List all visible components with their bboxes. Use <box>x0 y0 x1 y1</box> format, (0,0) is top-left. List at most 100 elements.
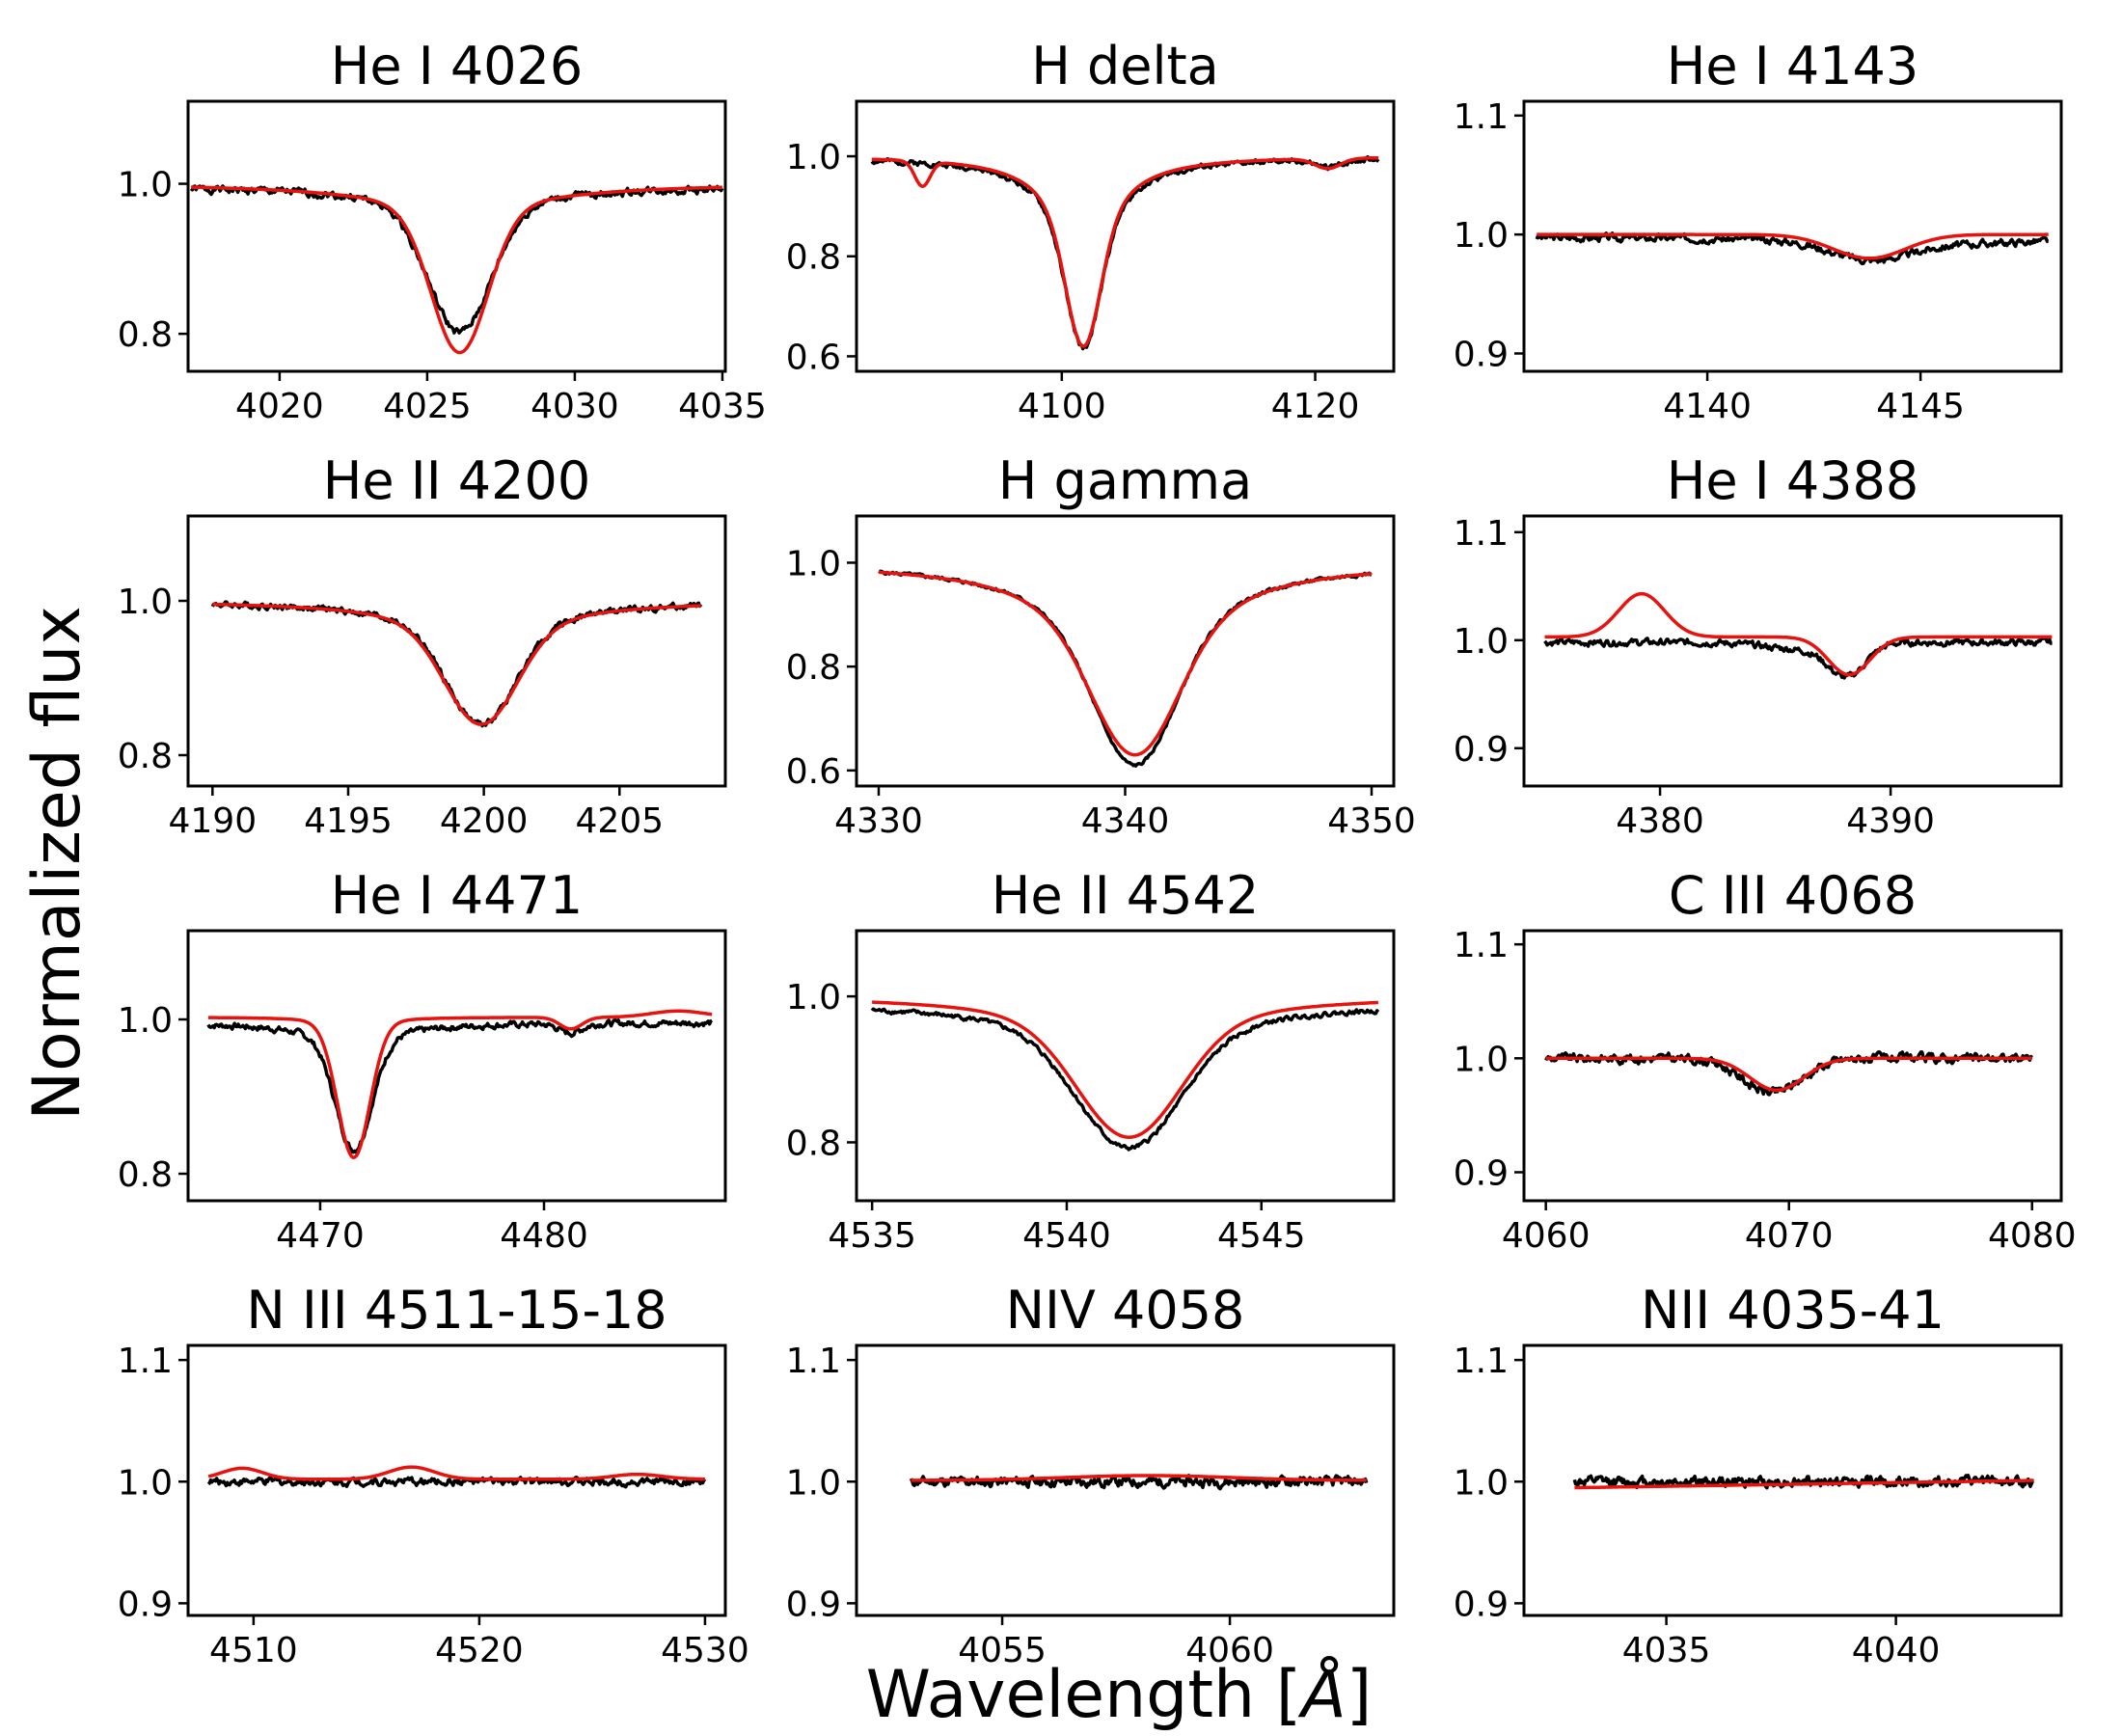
x-tick-label: 4200 <box>440 801 529 841</box>
panel-title: C III 4068 <box>1669 865 1917 926</box>
y-tick-label: 1.1 <box>1454 1342 1509 1381</box>
y-tick-label: 1.0 <box>786 978 841 1017</box>
model-spectrum-line <box>207 1009 713 1159</box>
plot-frame <box>186 1343 727 1617</box>
y-tick-label: 0.9 <box>1454 1585 1509 1624</box>
x-axis-label: Wavelength [Å] <box>866 1655 1373 1733</box>
x-tick-label: 4020 <box>235 387 324 426</box>
panel-title: He I 4143 <box>1667 36 1919 96</box>
panel-title: He II 4542 <box>992 865 1259 926</box>
y-tick-label: 1.0 <box>786 1463 841 1503</box>
x-tick-label: 4070 <box>1745 1216 1834 1256</box>
y-axis-label: Normalized flux <box>19 606 95 1120</box>
panel-title: He II 4200 <box>323 450 590 511</box>
x-tick-label: 4060 <box>1185 1631 1274 1670</box>
x-tick-label: 4340 <box>1081 801 1170 841</box>
x-tick-label: 4470 <box>276 1216 365 1256</box>
y-tick-label: 1.1 <box>786 1342 841 1381</box>
panel-9: C III 4068 4060 4070 4080 0.9 1.0 1.1 <box>1454 865 2077 1256</box>
x-tick-label: 4350 <box>1327 801 1416 841</box>
plot-frame <box>186 929 727 1203</box>
x-tick-label: 4190 <box>169 801 258 841</box>
y-tick-label: 1.1 <box>1454 97 1509 137</box>
x-tick-label: 4025 <box>383 387 472 426</box>
x-tick-label: 4390 <box>1846 801 1935 841</box>
x-tick-label: 4140 <box>1663 387 1752 426</box>
y-tick-label: 1.0 <box>118 1001 173 1041</box>
panel-title: He I 4026 <box>331 36 584 96</box>
panel-10: N III 4511-15-18 4510 4520 4530 0.9 1.0 1.1 <box>118 1280 749 1670</box>
panel-title: He I 4388 <box>1667 450 1919 511</box>
x-tick-label: 4520 <box>435 1631 524 1670</box>
model-spectrum-line <box>1544 591 2053 677</box>
plot-frame <box>1522 1343 2063 1617</box>
observed-spectrum-line <box>870 1007 1380 1152</box>
y-tick-label: 0.9 <box>1454 335 1509 374</box>
plot-frame <box>1522 514 2063 788</box>
x-tick-label: 4145 <box>1876 387 1965 426</box>
x-tick-label: 4330 <box>834 801 923 841</box>
y-tick-label: 1.1 <box>1454 514 1509 554</box>
x-tick-label: 4100 <box>1018 387 1106 426</box>
x-tick-label: 4035 <box>678 387 767 426</box>
observed-spectrum-line <box>1535 231 2050 266</box>
panel-title: NIV 4058 <box>1006 1280 1245 1341</box>
model-spectrum-line <box>911 1474 1368 1482</box>
panel-grid: He I 4026 4020 4025 4030 4035 0.8 1.0 H delta 41… <box>118 36 2077 1670</box>
panel-title: He I 4471 <box>331 865 584 926</box>
y-tick-label: 1.0 <box>1454 622 1509 662</box>
observed-spectrum-line <box>1543 637 2053 680</box>
model-spectrum-line <box>190 185 723 355</box>
y-tick-label: 1.0 <box>786 138 841 177</box>
y-tick-label: 0.9 <box>786 1585 841 1624</box>
x-tick-label: 4530 <box>661 1631 749 1670</box>
panel-title: H gamma <box>998 450 1252 511</box>
model-spectrum-line <box>207 1465 706 1481</box>
y-tick-label: 0.8 <box>786 1124 841 1163</box>
x-tick-label: 4055 <box>958 1631 1047 1670</box>
x-tick-label: 4510 <box>209 1631 298 1670</box>
y-tick-label: 0.6 <box>786 752 841 792</box>
y-tick-label: 1.0 <box>118 166 173 205</box>
panel-7: He I 4471 4470 4480 0.8 1.0 <box>118 865 727 1256</box>
x-tick-label: 4205 <box>575 801 664 841</box>
panel-title: H delta <box>1031 36 1219 96</box>
x-tick-label: 4540 <box>1022 1216 1111 1256</box>
y-tick-label: 1.0 <box>1454 1040 1509 1079</box>
x-tick-label: 4195 <box>304 801 393 841</box>
model-spectrum-line <box>211 602 702 726</box>
x-tick-label: 4035 <box>1622 1631 1711 1670</box>
panel-title: NII 4035-41 <box>1641 1280 1945 1341</box>
y-tick-label: 0.8 <box>118 315 173 355</box>
y-tick-label: 1.0 <box>118 583 173 622</box>
plot-frame <box>855 929 1396 1203</box>
observed-spectrum-line <box>1572 1473 2035 1490</box>
model-spectrum-line <box>878 570 1373 757</box>
y-tick-label: 1.0 <box>118 1463 173 1503</box>
y-tick-label: 0.9 <box>1454 1153 1509 1193</box>
observed-spectrum-line <box>1544 1049 2033 1097</box>
y-tick-label: 0.8 <box>786 648 841 688</box>
model-spectrum-line <box>1536 232 2050 260</box>
observed-spectrum-line <box>206 1018 714 1154</box>
panel-4: He II 4200 4190 4195 4200 4205 0.8 1.0 <box>118 450 727 841</box>
x-tick-label: 4480 <box>500 1216 588 1256</box>
y-tick-label: 0.9 <box>1454 730 1509 770</box>
x-tick-label: 4120 <box>1271 387 1360 426</box>
panel-11: NIV 4058 4055 4060 0.9 1.0 1.1 <box>786 1280 1396 1670</box>
panel-title: N III 4511-15-18 <box>246 1280 667 1341</box>
panel-8: He II 4542 4535 4540 4545 0.8 1.0 <box>786 865 1396 1256</box>
x-tick-label: 4545 <box>1217 1216 1306 1256</box>
y-tick-label: 0.9 <box>118 1585 173 1624</box>
plot-frame <box>855 99 1396 373</box>
x-tick-label: 4030 <box>530 387 619 426</box>
model-spectrum-line <box>1545 1056 2033 1093</box>
panel-12: NII 4035-41 4035 4040 0.9 1.0 1.1 <box>1454 1280 2063 1670</box>
panel-6: He I 4388 4380 4390 0.9 1.0 1.1 <box>1454 450 2063 841</box>
model-spectrum-line <box>1573 1478 2035 1490</box>
x-tick-label: 4535 <box>828 1216 916 1256</box>
x-tick-label: 4060 <box>1502 1216 1591 1256</box>
plot-frame <box>1522 929 2063 1203</box>
